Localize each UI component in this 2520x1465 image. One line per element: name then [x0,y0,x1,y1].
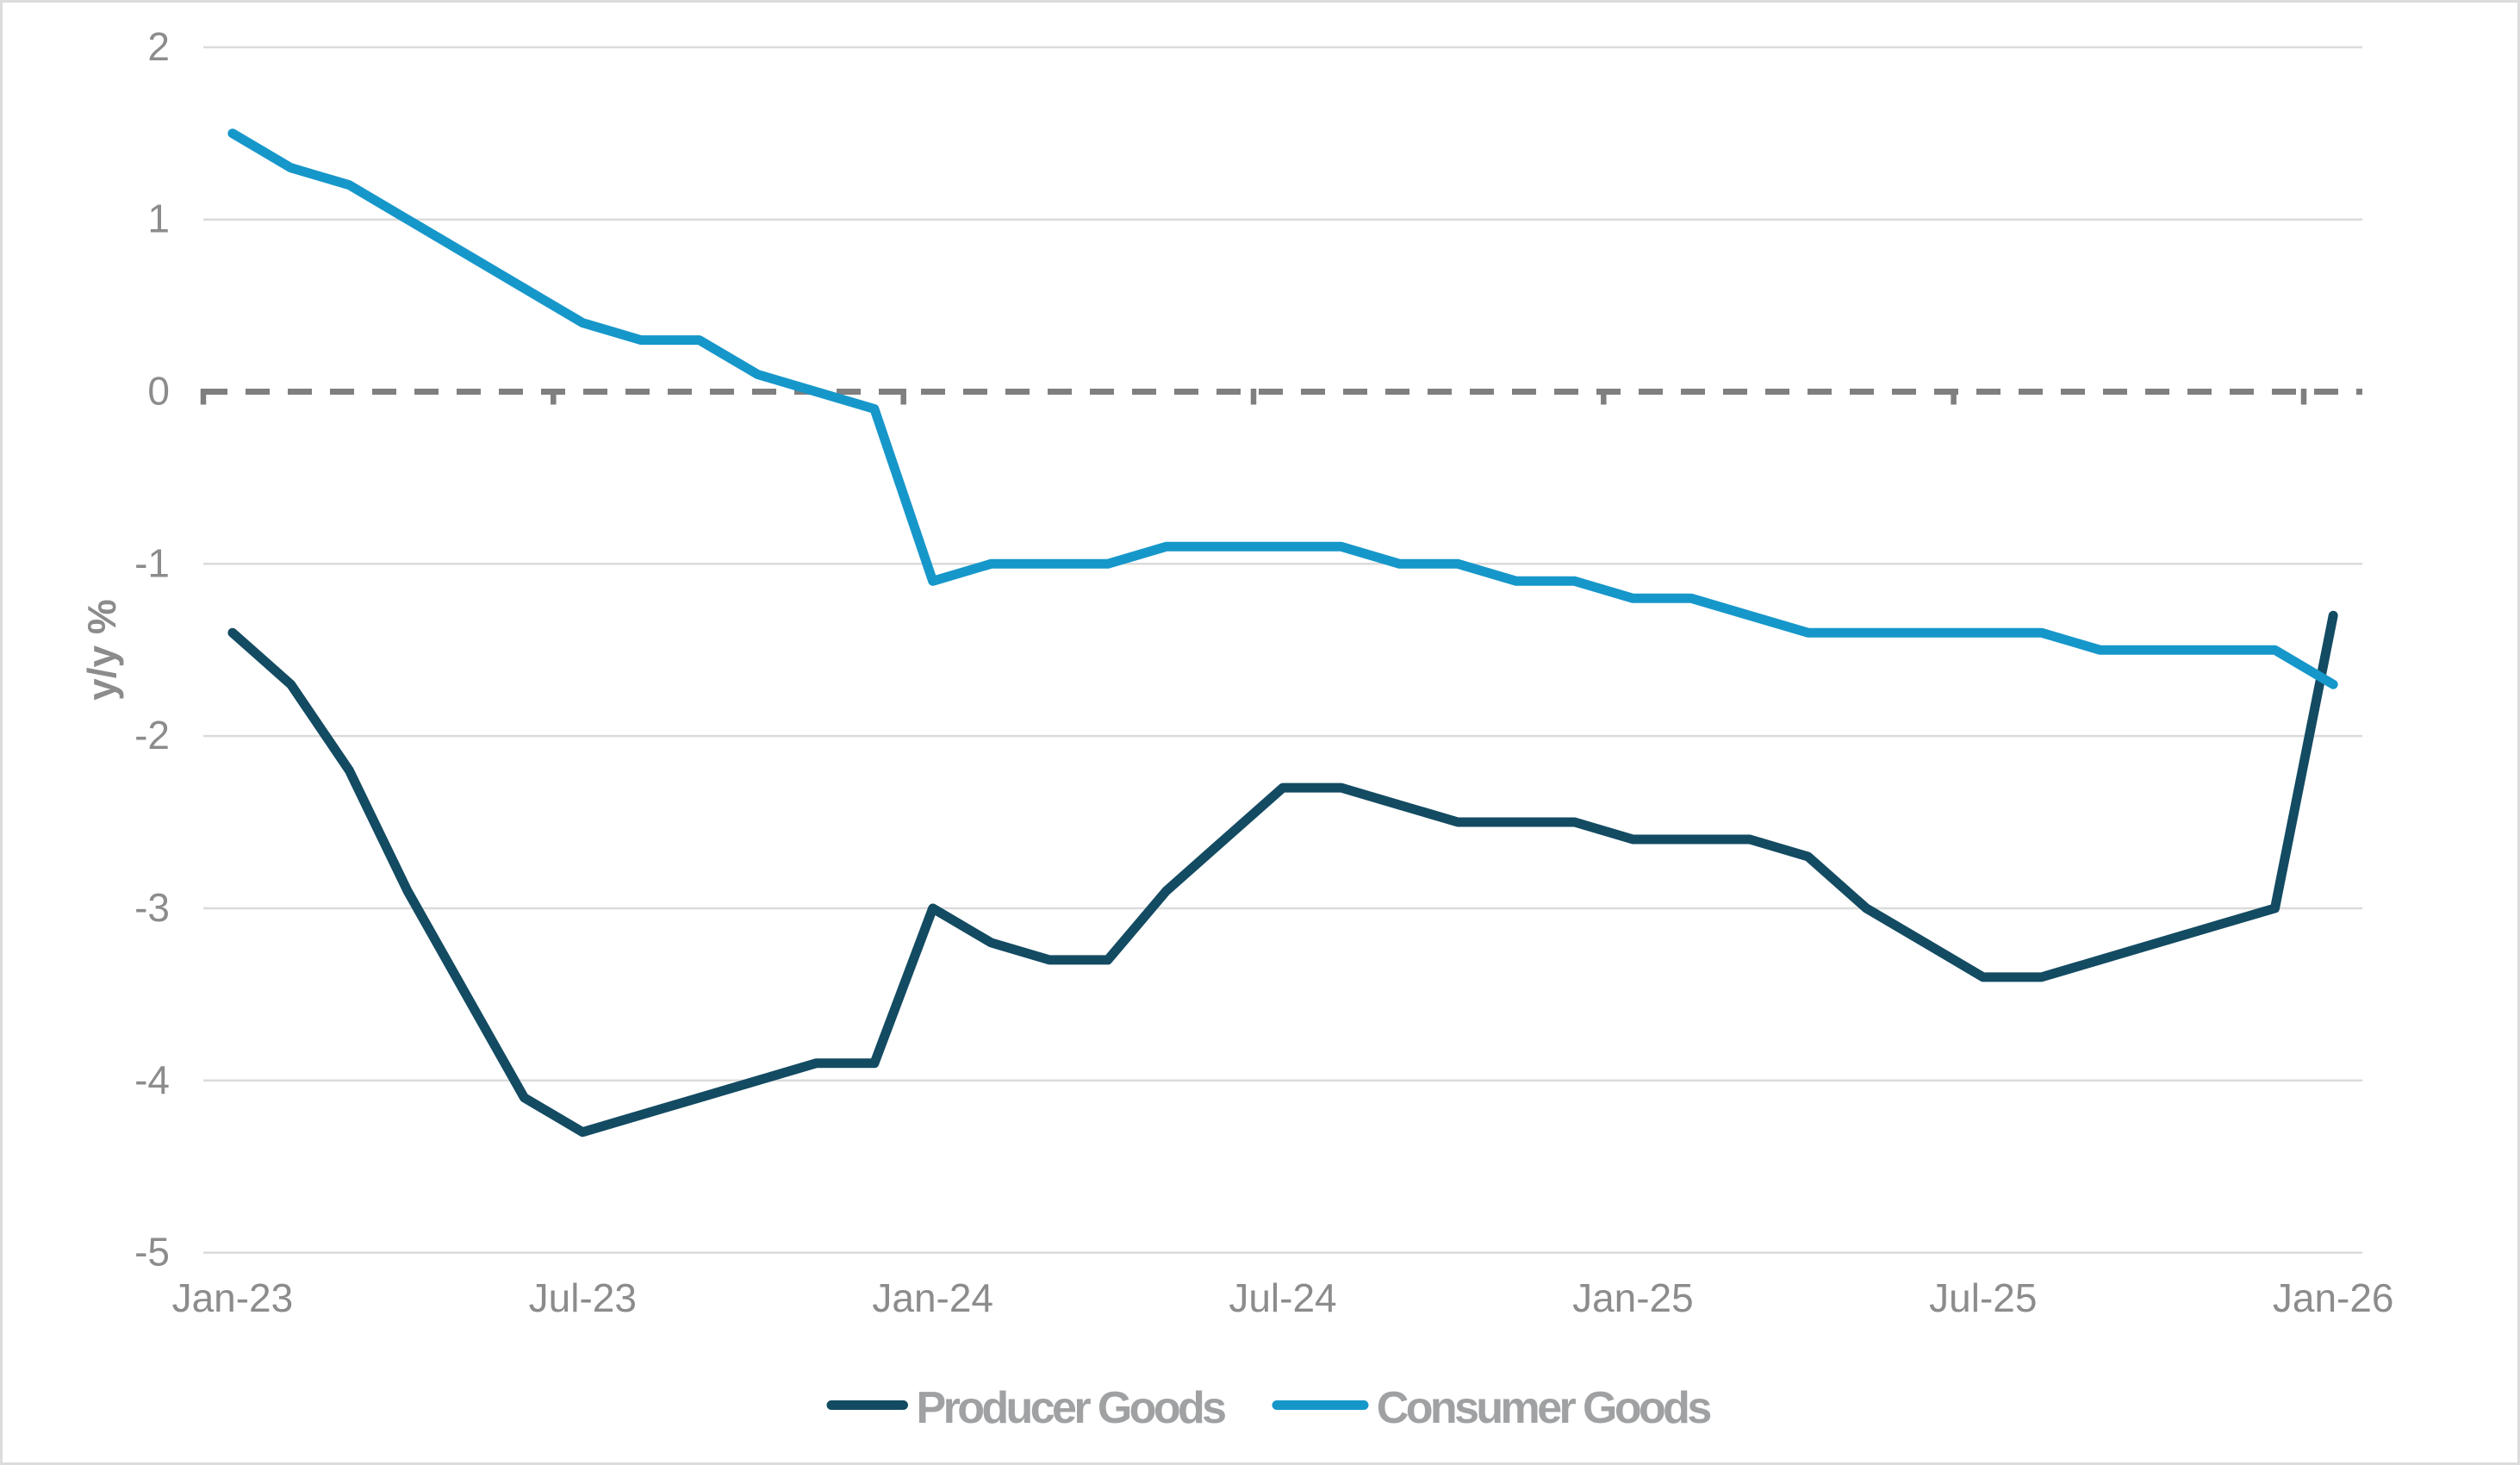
svg-text:Jul-24: Jul-24 [1229,1275,1336,1320]
svg-text:Jan-24: Jan-24 [872,1275,993,1320]
svg-text:Jan-26: Jan-26 [2273,1275,2394,1320]
svg-text:-2: -2 [134,713,170,757]
svg-text:-1: -1 [134,540,170,585]
svg-text:Producer Goods: Producer Goods [917,1383,1226,1433]
svg-text:-4: -4 [134,1057,170,1102]
svg-text:Consumer Goods: Consumer Goods [1377,1383,1711,1433]
svg-text:Jan-25: Jan-25 [1572,1275,1694,1320]
svg-text:-5: -5 [134,1230,170,1275]
svg-text:y/y %: y/y % [79,599,124,701]
svg-text:1: 1 [147,196,170,241]
svg-text:-3: -3 [134,885,170,930]
svg-text:Jan-23: Jan-23 [172,1275,294,1320]
svg-text:Jul-25: Jul-25 [1929,1275,2037,1320]
svg-text:2: 2 [147,24,170,69]
svg-text:0: 0 [147,369,170,414]
svg-text:Jul-23: Jul-23 [529,1275,637,1320]
